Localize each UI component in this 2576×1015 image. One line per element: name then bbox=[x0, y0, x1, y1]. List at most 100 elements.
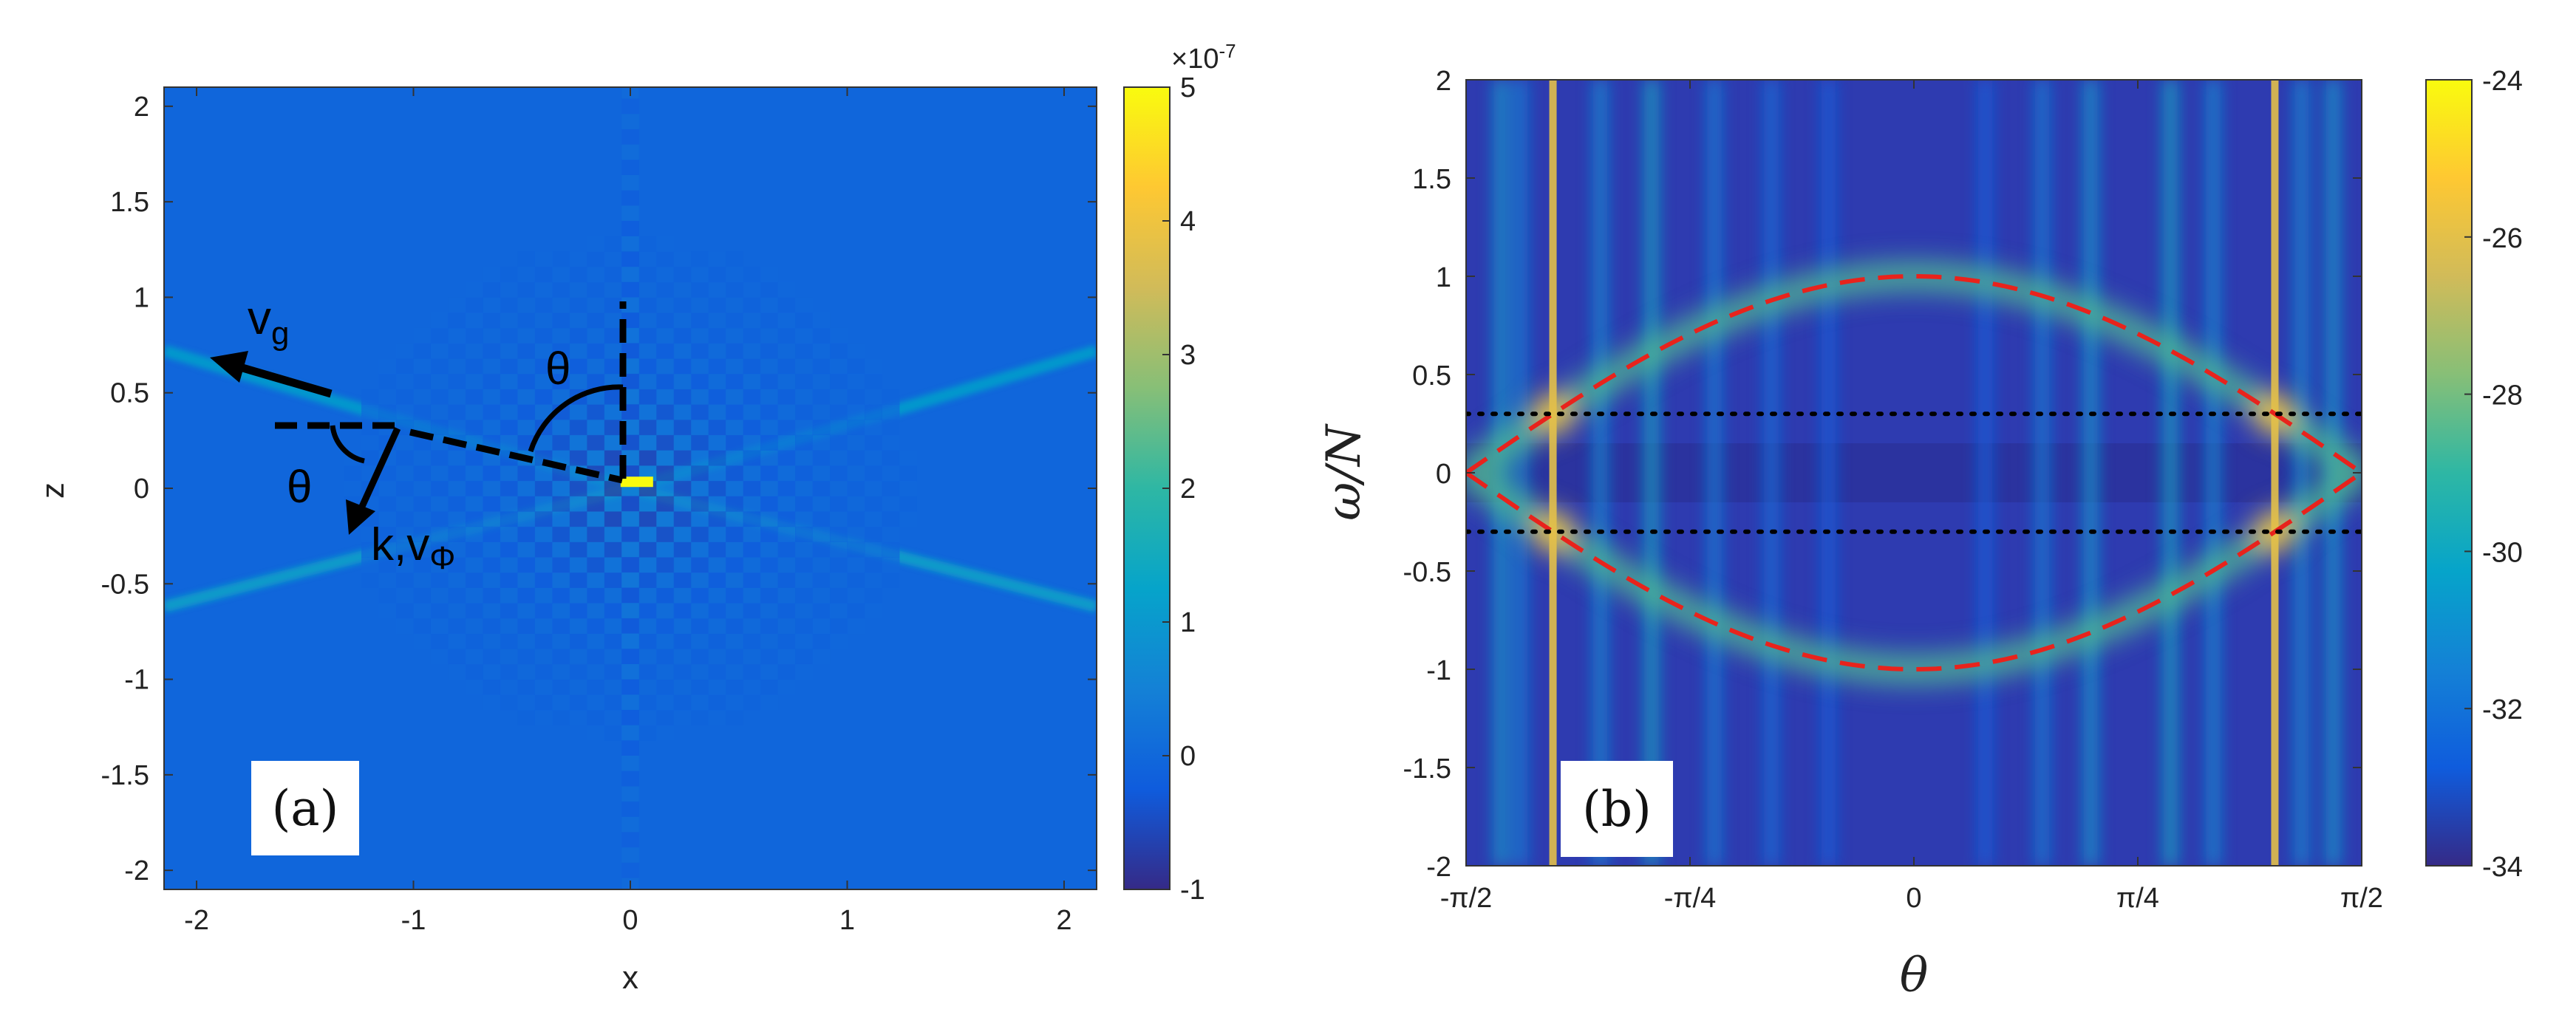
ripple-cell bbox=[500, 373, 518, 390]
ripple-cell bbox=[673, 603, 692, 619]
ripple-cell bbox=[638, 663, 657, 680]
ripple-cell bbox=[777, 603, 796, 619]
ripple-cell bbox=[743, 267, 761, 283]
ripple-cell bbox=[708, 419, 726, 436]
ripple-cell bbox=[552, 572, 570, 588]
ripple-cell bbox=[483, 281, 501, 298]
colorbar-a-tick-label: -1 bbox=[1180, 875, 1205, 906]
colorbar-a-ticks: 5 4 3 2 1 0 -1 bbox=[1162, 72, 1205, 906]
ripple-cell bbox=[760, 404, 779, 420]
ripple-cell bbox=[812, 404, 831, 420]
ripple-cell bbox=[587, 679, 605, 695]
column-cell bbox=[621, 572, 639, 588]
ripple-cell bbox=[378, 480, 397, 496]
ripple-cell bbox=[795, 434, 814, 451]
ripple-cell bbox=[864, 557, 882, 573]
column-cell bbox=[621, 190, 639, 206]
ripple-cell bbox=[882, 572, 900, 588]
ripple-cell bbox=[465, 603, 483, 619]
ripple-cell bbox=[587, 373, 605, 390]
column-cell bbox=[621, 862, 639, 878]
ripple-cell bbox=[847, 358, 865, 375]
ripple-cell bbox=[795, 649, 814, 665]
ripple-cell bbox=[864, 465, 882, 482]
ripple-cell bbox=[795, 327, 814, 344]
dispersion-curves bbox=[1466, 273, 2362, 672]
ripple-cell bbox=[500, 312, 518, 329]
ripple-cell bbox=[587, 404, 605, 420]
ripple-cell bbox=[882, 541, 900, 558]
ripple-cell bbox=[777, 297, 796, 313]
ripple-cell bbox=[552, 603, 570, 619]
ripple-cell bbox=[691, 465, 709, 482]
spectral-stripe bbox=[2325, 80, 2341, 866]
ripple-cell bbox=[448, 572, 466, 588]
ripple-cell bbox=[361, 526, 380, 542]
ripple-cell bbox=[760, 526, 779, 542]
ripple-cell bbox=[638, 236, 657, 252]
ripple-cell bbox=[517, 572, 536, 588]
ylabel-a: z bbox=[35, 482, 71, 499]
ripple-cell bbox=[604, 327, 622, 344]
ripple-cell bbox=[552, 281, 570, 298]
ripple-cell bbox=[812, 526, 831, 542]
ripple-cell bbox=[517, 281, 536, 298]
ripple-cell bbox=[743, 541, 761, 558]
ripple-cell bbox=[812, 373, 831, 390]
colorbar-b-tick-label: -32 bbox=[2482, 694, 2523, 725]
ripple-cell bbox=[743, 679, 761, 695]
ripple-cell bbox=[534, 343, 553, 359]
ripple-cell bbox=[569, 541, 587, 558]
ripple-cell bbox=[743, 312, 761, 329]
ripple-cell bbox=[899, 450, 917, 466]
ripple-cell bbox=[708, 343, 726, 359]
ripple-cell bbox=[726, 572, 744, 588]
ripple-cell bbox=[795, 297, 814, 313]
ripple-cell bbox=[569, 312, 587, 329]
ripple-cell bbox=[777, 649, 796, 665]
column-cell bbox=[621, 98, 639, 115]
ripple-cell bbox=[760, 450, 779, 466]
ripple-cell bbox=[534, 327, 553, 344]
ripple-cell bbox=[864, 480, 882, 496]
ripple-cell bbox=[691, 663, 709, 680]
ripple-cell bbox=[777, 404, 796, 420]
ripple-cell bbox=[691, 419, 709, 436]
ripple-cell bbox=[638, 587, 657, 604]
ripple-cell bbox=[708, 618, 726, 635]
ripple-pattern bbox=[344, 87, 917, 889]
ripple-cell bbox=[483, 419, 501, 436]
ripple-cell bbox=[743, 480, 761, 496]
ripple-cell bbox=[726, 373, 744, 390]
y-tick-label-b: -1.5 bbox=[1403, 753, 1451, 785]
ripple-cell bbox=[500, 419, 518, 436]
ripple-cell bbox=[500, 404, 518, 420]
ripple-cell bbox=[587, 633, 605, 649]
ripple-cell bbox=[726, 480, 744, 496]
column-cell bbox=[621, 770, 639, 787]
ripple-cell bbox=[569, 267, 587, 283]
ripple-cell bbox=[708, 251, 726, 267]
ripple-cell bbox=[465, 343, 483, 359]
ripple-cell bbox=[708, 450, 726, 466]
ripple-cell bbox=[691, 434, 709, 451]
ripple-cell bbox=[708, 709, 726, 726]
ripple-cell bbox=[569, 694, 587, 711]
ripple-cell bbox=[483, 465, 501, 482]
ripple-cell bbox=[500, 358, 518, 375]
ripple-cell bbox=[777, 557, 796, 573]
ripple-cell bbox=[638, 419, 657, 436]
ripple-cell bbox=[569, 343, 587, 359]
ripple-cell bbox=[604, 236, 622, 252]
ripple-cell bbox=[378, 526, 397, 542]
ripple-cell bbox=[465, 358, 483, 375]
ripple-cell bbox=[552, 373, 570, 390]
ripple-cell bbox=[812, 618, 831, 635]
ripple-cell bbox=[465, 312, 483, 329]
ripple-cell bbox=[691, 496, 709, 512]
spectral-stripe bbox=[2294, 80, 2309, 866]
y-tick-label-a: -2 bbox=[124, 855, 149, 886]
ripple-cell bbox=[656, 526, 675, 542]
spectral-stripe bbox=[1977, 80, 1993, 866]
panel-label-box-b bbox=[1561, 761, 1673, 857]
